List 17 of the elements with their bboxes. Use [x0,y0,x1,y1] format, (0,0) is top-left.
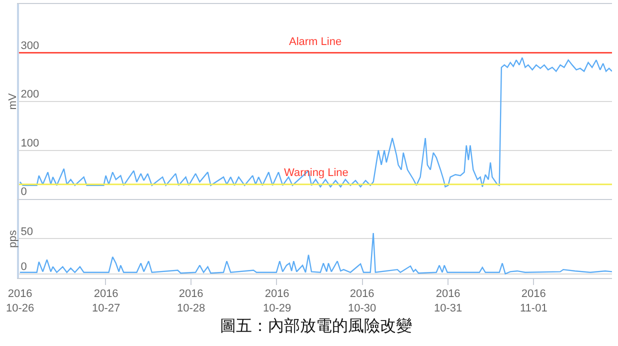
x-tick-label: 2016 10-29 [263,288,292,314]
y-tick-label: 100 [20,137,40,150]
x-tick-label: 2016 10-30 [348,288,376,314]
y-tick-label: 50 [20,226,34,238]
y-tick-label: 0 [20,186,27,198]
y-tick-label: 300 [20,40,40,52]
y-tick-label: 0 [20,260,27,273]
y-axis-title: mV [6,92,19,110]
y-tick-label: 200 [20,88,40,101]
x-tick-label: 2016 10-28 [177,288,206,314]
x-tick-label: 2016 10-27 [92,288,120,314]
x-tick-label: 2016 10-31 [434,288,462,314]
y-axis-title: pps [6,230,19,248]
x-tick-label: 2016 10-26 [6,288,34,314]
ref-line-label: Alarm Line [289,36,342,48]
x-tick-label: 2016 11-01 [520,288,548,314]
text: 圖五：內部放電的風險改變 [220,317,412,335]
